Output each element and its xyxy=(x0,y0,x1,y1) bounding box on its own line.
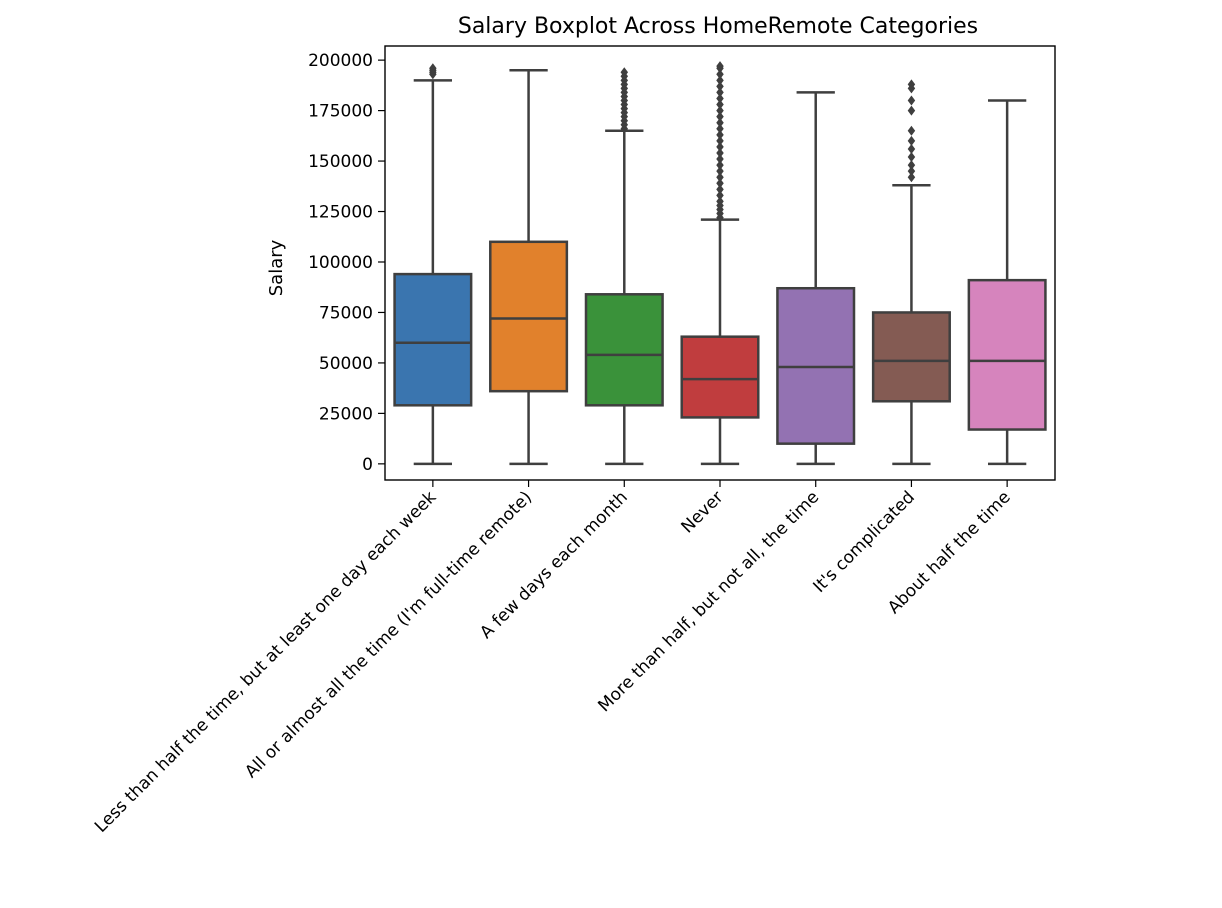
outlier-point xyxy=(907,95,916,106)
outlier-point xyxy=(907,166,916,177)
outlier-point xyxy=(907,79,916,90)
y-tick-label: 25000 xyxy=(319,404,373,424)
x-tick-label: Less than half the time, but at least on… xyxy=(91,487,440,836)
outlier-point xyxy=(716,93,724,104)
outlier-point xyxy=(716,69,724,80)
outlier-point xyxy=(907,160,916,171)
outlier-point xyxy=(716,166,724,177)
outlier-point xyxy=(620,67,629,78)
y-tick-label: 0 xyxy=(362,455,373,475)
outlier-point xyxy=(429,63,437,74)
outlier-point xyxy=(907,143,916,154)
outlier-point xyxy=(716,147,724,158)
x-tick-label: Never xyxy=(678,487,728,537)
plot-area: 0 25000 50000 75000 100000 125000 150000 175000… xyxy=(91,45,1056,837)
outlier-point xyxy=(716,160,724,171)
box xyxy=(680,335,760,419)
chart-title: Salary Boxplot Across HomeRemote Categor… xyxy=(458,14,978,39)
x-tick-label: More than half, but not all, the time xyxy=(594,487,823,716)
outlier-point xyxy=(907,105,916,116)
outlier-point xyxy=(716,117,724,128)
y-tick-label: 75000 xyxy=(319,303,373,323)
outlier-point xyxy=(716,123,724,134)
outlier-point xyxy=(907,135,916,146)
y-tick-label: 100000 xyxy=(308,253,373,273)
y-tick-label: 50000 xyxy=(319,354,373,374)
box xyxy=(393,272,473,407)
outlier-point xyxy=(716,81,724,92)
outlier-point xyxy=(907,152,916,163)
outlier-point xyxy=(716,87,724,98)
outlier-point xyxy=(716,75,724,86)
outlier-point xyxy=(716,61,724,72)
outlier-point xyxy=(716,105,724,116)
box xyxy=(489,240,569,393)
outlier-point xyxy=(716,190,724,201)
x-tick-label: It's complicated xyxy=(809,487,918,596)
outlier-point xyxy=(716,184,724,195)
box xyxy=(871,311,951,403)
y-tick-label: 125000 xyxy=(308,203,373,223)
outlier-point xyxy=(716,135,724,146)
outlier-point xyxy=(716,178,724,189)
y-tick-label: 200000 xyxy=(308,51,373,71)
outlier-point xyxy=(716,129,724,140)
outlier-point xyxy=(716,154,724,165)
outlier-point xyxy=(716,172,724,183)
outlier-point xyxy=(907,172,916,183)
y-tick-label: 175000 xyxy=(308,102,373,122)
outlier-point xyxy=(716,111,724,122)
box xyxy=(584,293,664,407)
y-tick-label: 150000 xyxy=(308,152,373,172)
outlier-point xyxy=(716,99,724,110)
outlier-point xyxy=(907,125,916,136)
box xyxy=(967,278,1047,431)
y-axis-label: Salary xyxy=(266,239,287,296)
plot-frame xyxy=(384,45,1056,481)
outlier-point xyxy=(716,196,724,207)
outlier-point xyxy=(716,141,724,152)
